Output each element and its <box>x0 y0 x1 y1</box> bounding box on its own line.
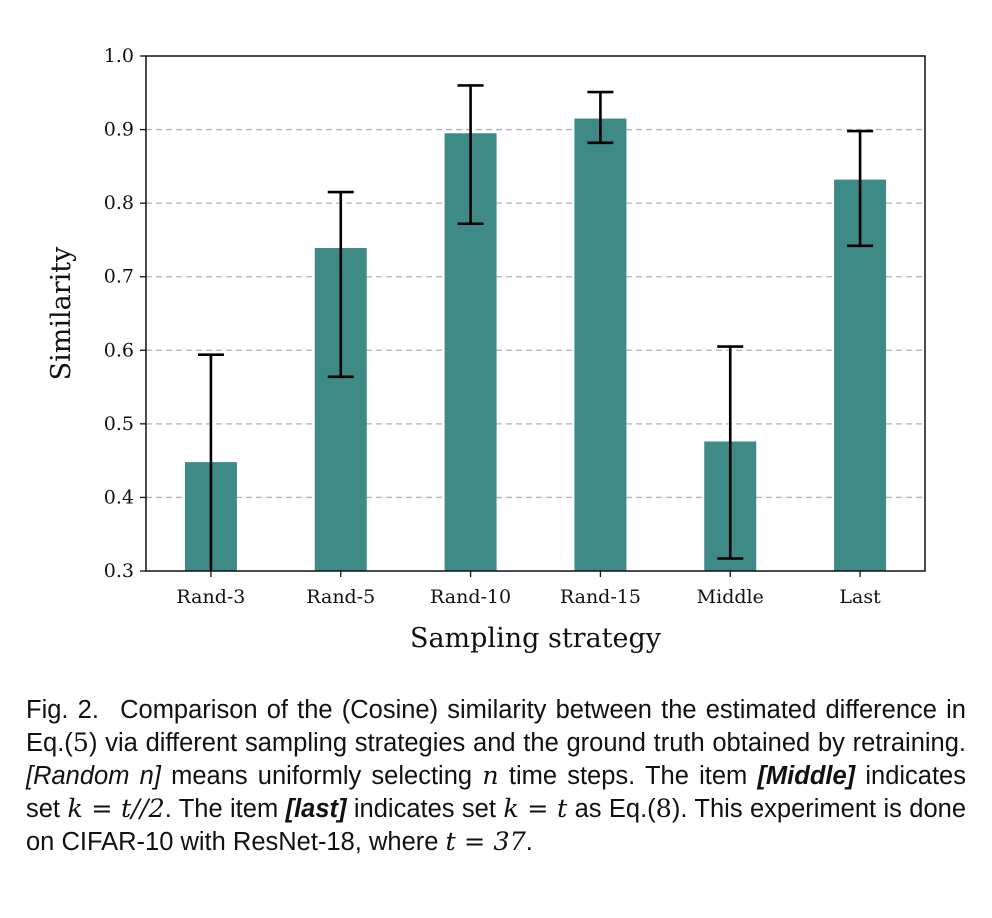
caption-text: ). This experiment is done on CIFAR-10 w… <box>26 795 967 856</box>
caption-text: means uniformly selecting <box>160 762 483 790</box>
figure-caption: Fig. 2. Comparison of the (Cosine) simil… <box>26 694 966 859</box>
equation-number: 8 <box>655 794 672 824</box>
y-axis-title: Similarity <box>46 246 77 380</box>
x-axis: Rand-3 Rand-5 Rand-10 Rand-15 Middle Last <box>176 571 881 608</box>
x-tick-label: Rand-5 <box>306 586 375 608</box>
math-variable: n <box>482 761 499 791</box>
y-tick-label: 0.7 <box>104 266 134 288</box>
x-tick-label: Middle <box>697 586 764 608</box>
x-tick-label: Rand-3 <box>176 586 245 608</box>
x-tick-label: Rand-15 <box>560 586 641 608</box>
math-expression: t = 37 <box>445 827 526 857</box>
math-expression: k = t <box>503 794 568 824</box>
error-bars <box>197 84 874 571</box>
caption-text: time steps. The item <box>498 762 758 790</box>
caption-text: Comparison of the (Cosine) similarity be… <box>26 696 966 757</box>
term-middle: [Middle] <box>757 762 856 790</box>
term-last: [last] <box>285 795 347 823</box>
caption-text: . The item <box>164 795 286 823</box>
figure-label: Fig. 2. <box>26 696 99 724</box>
caption-text: ) via different sampling strategies and … <box>89 729 966 757</box>
math-expression: k = t//2 <box>67 794 165 824</box>
caption-text: . <box>525 828 533 856</box>
caption-text: indicates set <box>346 795 504 823</box>
bar <box>574 118 627 572</box>
y-tick-label: 0.3 <box>104 560 134 582</box>
bar-chart: 0.30.40.50.60.70.80.91.0 Rand-3 Rand-5 Ran… <box>46 45 926 654</box>
y-axis: 0.3 0.4 0.5 0.6 0.7 0.8 0.9 1.0 <box>104 45 146 582</box>
x-axis-title: Sampling strategy <box>410 623 662 654</box>
y-tick-label: 0.5 <box>104 413 134 435</box>
plot-frame <box>145 55 926 572</box>
y-tick-label: 0.8 <box>104 192 134 214</box>
y-tick-label: 0.4 <box>104 486 134 508</box>
term-random-n: [Random n] <box>26 762 161 790</box>
y-tick-label: 1.0 <box>104 45 134 67</box>
caption-text: indicates set <box>26 762 966 823</box>
bars <box>184 118 887 572</box>
y-tick-label: 0.6 <box>104 339 134 361</box>
x-tick-label: Last <box>839 586 881 608</box>
grid-lines <box>146 128 925 499</box>
x-tick-label: Rand-10 <box>430 586 511 608</box>
y-tick-label: 0.9 <box>104 119 134 141</box>
equation-number: 5 <box>72 728 90 758</box>
caption-text: as Eq.( <box>567 795 656 823</box>
